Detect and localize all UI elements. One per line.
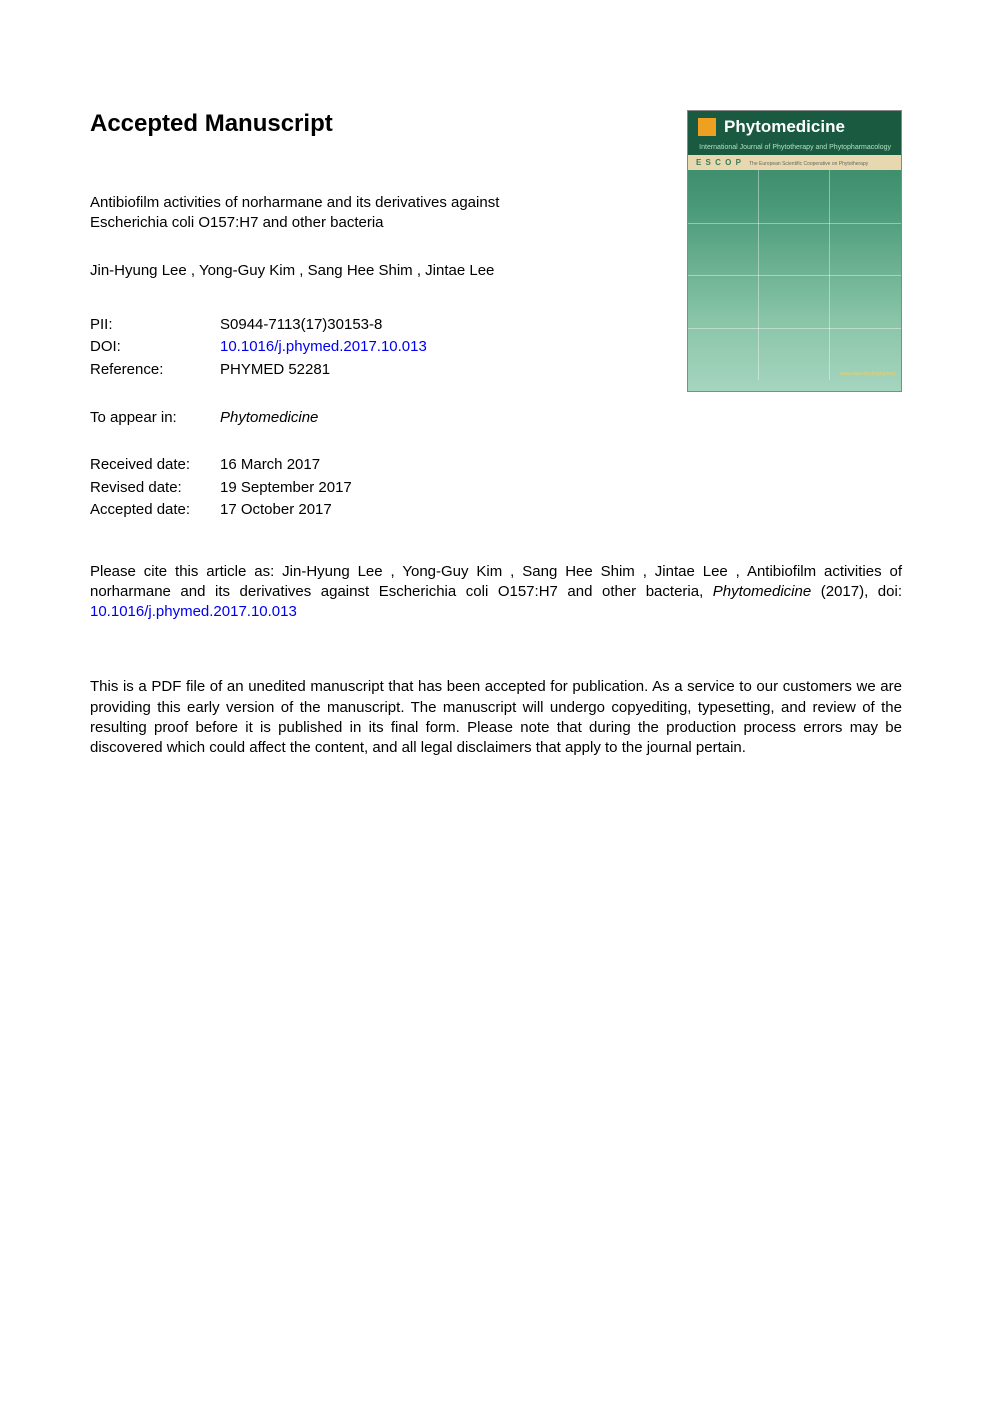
revised-label: Revised date: xyxy=(90,477,220,500)
disclaimer: This is a PDF file of an unedited manusc… xyxy=(90,677,902,758)
dates-section: Received date: 16 March 2017 Revised dat… xyxy=(90,454,647,522)
escop-text: E S C O P xyxy=(696,158,742,167)
authors: Jin-Hyung Lee , Yong-Guy Kim , Sang Hee … xyxy=(90,262,647,279)
journal-cover: Phytomedicine International Journal of P… xyxy=(687,110,902,392)
citation-journal: Phytomedicine xyxy=(713,583,811,600)
appear-value: Phytomedicine xyxy=(220,409,318,426)
header-section: Accepted Manuscript Antibiofilm activiti… xyxy=(90,110,902,562)
received-label: Received date: xyxy=(90,454,220,477)
cover-body: www.elsevier.de/phymed xyxy=(688,170,901,380)
citation: Please cite this article as: Jin-Hyung L… xyxy=(90,562,902,623)
cover-footer: www.elsevier.de/phymed xyxy=(840,371,895,377)
ref-label: Reference: xyxy=(90,359,220,382)
section-title: Accepted Manuscript xyxy=(90,110,647,138)
received-value: 16 March 2017 xyxy=(220,454,320,477)
meta-row-ref: Reference: PHYMED 52281 xyxy=(90,359,647,382)
cover-escop: E S C O P The European Scientific Cooper… xyxy=(688,155,901,170)
doi-link[interactable]: 10.1016/j.phymed.2017.10.013 xyxy=(220,338,427,355)
doi-label: DOI: xyxy=(90,336,220,359)
cover-grid xyxy=(688,170,901,380)
meta-row-doi: DOI: 10.1016/j.phymed.2017.10.013 xyxy=(90,336,647,359)
cover-subtitle: International Journal of Phytotherapy an… xyxy=(688,143,901,155)
citation-year: (2017), doi: xyxy=(811,583,902,600)
appear-label: To appear in: xyxy=(90,409,220,426)
pii-value: S0944-7113(17)30153-8 xyxy=(220,314,382,337)
cover-hline xyxy=(688,328,901,329)
date-row-revised: Revised date: 19 September 2017 xyxy=(90,477,647,500)
left-content: Accepted Manuscript Antibiofilm activiti… xyxy=(90,110,687,562)
doi-value: 10.1016/j.phymed.2017.10.013 xyxy=(220,336,427,359)
accepted-value: 17 October 2017 xyxy=(220,499,332,522)
citation-doi-link[interactable]: 10.1016/j.phymed.2017.10.013 xyxy=(90,603,297,620)
meta-row-pii: PII: S0944-7113(17)30153-8 xyxy=(90,314,647,337)
article-title: Antibiofilm activities of norharmane and… xyxy=(90,193,570,234)
cover-header: Phytomedicine xyxy=(688,111,901,143)
ref-value: PHYMED 52281 xyxy=(220,359,330,382)
accepted-label: Accepted date: xyxy=(90,499,220,522)
cover-hline xyxy=(688,223,901,224)
pii-label: PII: xyxy=(90,314,220,337)
revised-value: 19 September 2017 xyxy=(220,477,352,500)
elsevier-logo-icon xyxy=(698,118,716,136)
date-row-received: Received date: 16 March 2017 xyxy=(90,454,647,477)
cover-journal-name: Phytomedicine xyxy=(724,117,845,137)
meta-table: PII: S0944-7113(17)30153-8 DOI: 10.1016/… xyxy=(90,314,647,382)
cover-hline xyxy=(688,275,901,276)
escop-sub: The European Scientific Cooperative on P… xyxy=(749,161,868,167)
appear-section: To appear in: Phytomedicine xyxy=(90,409,647,426)
date-row-accepted: Accepted date: 17 October 2017 xyxy=(90,499,647,522)
